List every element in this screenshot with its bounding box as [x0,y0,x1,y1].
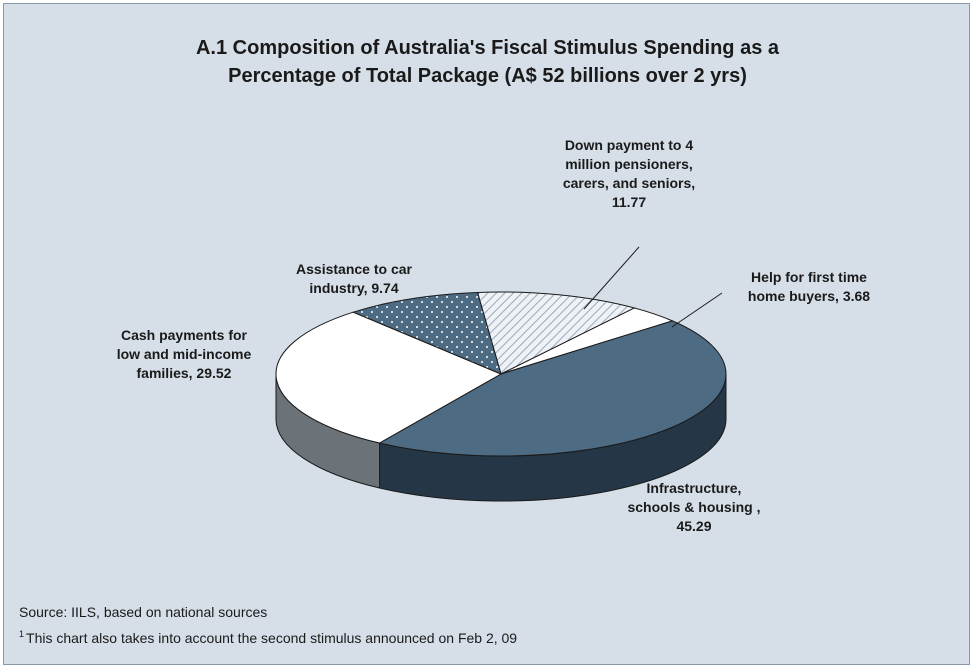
slice-label-home-buyers-line: Help for first time [751,269,867,285]
chart-title-line-1: A.1 Composition of Australia's Fiscal St… [195,37,779,59]
pie-chart [275,246,727,502]
slice-label-home-buyers-line: home buyers, 3.68 [747,288,871,304]
source-note: Source: IILS, based on national sources [19,604,268,620]
slice-label-home-buyers: Help for first time home buyers, 3.68 [724,268,894,306]
footnote: 1 This chart also takes into account the … [19,629,517,646]
slice-label-infrastructure: Infrastructure, schools & housing , 45.2… [599,479,789,536]
slice-label-car-industry: Assistance to car industry, 9.74 [264,260,444,298]
chart-title-line-2: Percentage of Total Package (A$ 52 billi… [228,65,747,87]
footnote-text: This chart also takes into account the s… [26,630,518,646]
pie-slice-car-industry [351,291,502,375]
slice-label-pensioners-line: Down payment to 4 [564,137,694,153]
leader-line-pensioners [583,246,640,310]
slice-label-cash-payments-line: low and mid-income [116,346,252,362]
pie-slice-pensioners [476,291,636,375]
slice-label-cash-payments: Cash payments for low and mid-income fam… [89,326,279,383]
leader-line-home-buyers [671,292,723,328]
slice-label-cash-payments-line: Cash payments for [120,327,248,343]
slice-label-infrastructure-line: Infrastructure, [646,480,742,496]
slice-label-cash-payments-line: families, 29.52 [136,365,232,381]
slice-label-pensioners-line: million pensioners, [565,156,693,172]
slice-label-pensioners: Down payment to 4 million pensioners, ca… [529,136,729,212]
slice-label-pensioners-line: carers, and seniors, [562,175,696,191]
slice-label-car-industry-line: industry, 9.74 [309,280,399,296]
slice-label-infrastructure-line: schools & housing , [627,499,761,515]
pie-slice-infrastructure [378,320,727,457]
pie-slice-cash-payments [275,311,503,444]
footnote-marker: 1 [19,629,25,639]
slice-label-infrastructure-line: 45.29 [676,518,712,534]
slice-label-car-industry-line: Assistance to car [296,261,412,277]
slice-label-pensioners-line: 11.77 [611,194,647,210]
chart-frame: A.1 Composition of Australia's Fiscal St… [3,3,970,665]
